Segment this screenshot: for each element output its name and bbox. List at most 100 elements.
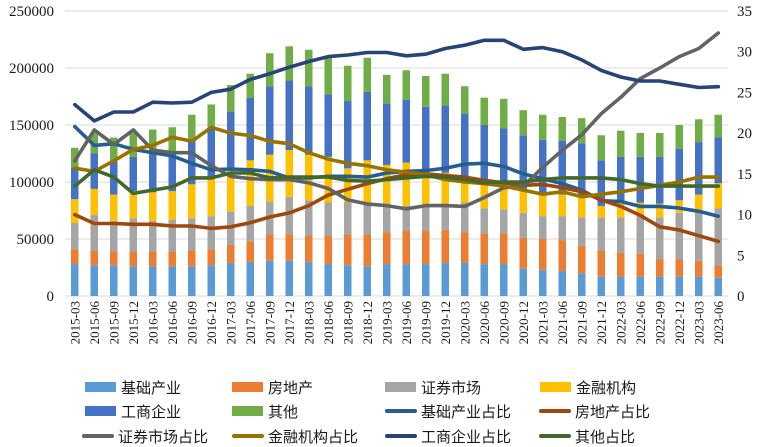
bar-segment xyxy=(227,111,235,169)
legend-item: 房地产占比 xyxy=(539,400,650,422)
bar-segment xyxy=(363,266,371,296)
bar-segment xyxy=(149,251,157,267)
legend-swatch xyxy=(385,434,417,438)
x-tick-label: 2019-09 xyxy=(418,301,433,344)
line-series xyxy=(73,172,721,244)
bar-segment xyxy=(305,200,313,236)
x-tick-label: 2016-06 xyxy=(165,301,180,345)
bar-segment xyxy=(636,202,644,214)
x-tick-label: 2022-03 xyxy=(613,301,628,344)
bar-segment xyxy=(714,114,722,138)
bar-segment xyxy=(636,253,644,277)
x-tick-label: 2018-03 xyxy=(301,301,316,344)
bar-segment xyxy=(480,208,488,234)
bar-segment xyxy=(461,113,469,179)
bar-segment xyxy=(363,91,371,161)
bar-segment xyxy=(636,276,644,296)
bar-segment xyxy=(578,217,586,246)
legend-item: 其他占比 xyxy=(539,425,635,447)
x-tick-label: 2020-12 xyxy=(516,301,531,344)
bar-segment xyxy=(578,143,586,197)
bar-segment xyxy=(207,128,215,177)
legend-label: 工商企业 xyxy=(121,402,182,421)
bar-segment xyxy=(402,231,410,265)
bar-segment xyxy=(207,249,215,266)
bar-segment xyxy=(558,240,566,271)
bar-segment xyxy=(168,127,176,152)
x-tick-label: 2017-03 xyxy=(223,301,238,344)
legend-item: 证券市场 xyxy=(385,376,481,398)
bar-segment xyxy=(246,73,254,98)
x-tick-label: 2022-12 xyxy=(672,301,687,344)
bar-segment xyxy=(695,276,703,296)
x-tick-label: 2015-06 xyxy=(87,301,102,345)
x-tick-label: 2020-09 xyxy=(496,301,511,344)
legend-swatch xyxy=(82,434,114,438)
legend-label: 其他占比 xyxy=(575,427,636,446)
bar-segment xyxy=(188,114,196,139)
legend-item: 基础产业占比 xyxy=(385,400,511,422)
bar-segment xyxy=(480,233,488,265)
bar-segment xyxy=(285,234,293,261)
bar-segment xyxy=(480,125,488,182)
bar-segment xyxy=(539,239,547,270)
bar-segment xyxy=(422,106,430,170)
bar-segment xyxy=(402,264,410,296)
bar-segment xyxy=(578,118,586,144)
y-right-tick-label: 10 xyxy=(737,208,752,224)
bar-segment xyxy=(110,194,118,221)
bar-segment xyxy=(578,196,586,218)
bar-segment xyxy=(617,276,625,296)
legend-swatch xyxy=(385,409,417,413)
bar-segment xyxy=(344,168,352,203)
legend-label: 基础产业 xyxy=(121,378,182,397)
x-tick-label: 2018-09 xyxy=(340,301,355,344)
bar-segment xyxy=(266,234,274,261)
bar-segment xyxy=(597,250,605,277)
legend-label: 证券市场 xyxy=(421,378,482,397)
x-tick-label: 2016-03 xyxy=(145,301,160,344)
bar-segment xyxy=(578,273,586,296)
y-tick-label: 0 xyxy=(47,289,55,305)
bar-segment xyxy=(285,196,293,235)
bar-segment xyxy=(207,176,215,217)
legend-item: 其他 xyxy=(232,400,298,422)
bar-segment xyxy=(227,85,235,112)
legend-item: 金融机构 xyxy=(540,376,636,398)
bar-segment xyxy=(461,86,469,114)
legend-swatch xyxy=(85,406,116,416)
x-tick-label: 2019-06 xyxy=(399,301,414,345)
bar-segment xyxy=(324,94,332,157)
bar-segment xyxy=(597,160,605,206)
bar-segment xyxy=(656,203,664,218)
bar-segment xyxy=(402,205,410,232)
bar-segment xyxy=(363,234,371,267)
bar-segment xyxy=(597,217,605,251)
bar-segment xyxy=(636,213,644,254)
line-series xyxy=(73,31,721,211)
x-tick-label: 2018-12 xyxy=(360,301,375,344)
bar-segment xyxy=(480,182,488,209)
bar-segment xyxy=(110,251,118,266)
x-tick-label: 2023-03 xyxy=(691,301,706,344)
x-tick-label: 2015-03 xyxy=(67,301,82,344)
legend-label: 房地产 xyxy=(268,378,314,397)
bar-segment xyxy=(675,276,683,296)
line-series xyxy=(73,168,721,196)
bar-segment xyxy=(714,265,722,278)
y-axis-right: 0 5 10 15 20 25 30 35 xyxy=(737,4,752,305)
bar-segment xyxy=(597,135,605,161)
bar-segment xyxy=(324,264,332,296)
bar-segment xyxy=(71,264,79,296)
bar-segment xyxy=(90,250,98,266)
bar-segment xyxy=(714,208,722,266)
bar-segment xyxy=(539,269,547,296)
x-tick-label: 2021-06 xyxy=(555,301,570,345)
bar-segment xyxy=(246,241,254,262)
bar-segment xyxy=(714,183,722,209)
x-tick-label: 2015-09 xyxy=(106,301,121,344)
bar-segment xyxy=(71,249,79,265)
bar-segment xyxy=(168,191,176,220)
x-tick-label: 2020-03 xyxy=(457,301,472,344)
bar-segment xyxy=(675,259,683,277)
